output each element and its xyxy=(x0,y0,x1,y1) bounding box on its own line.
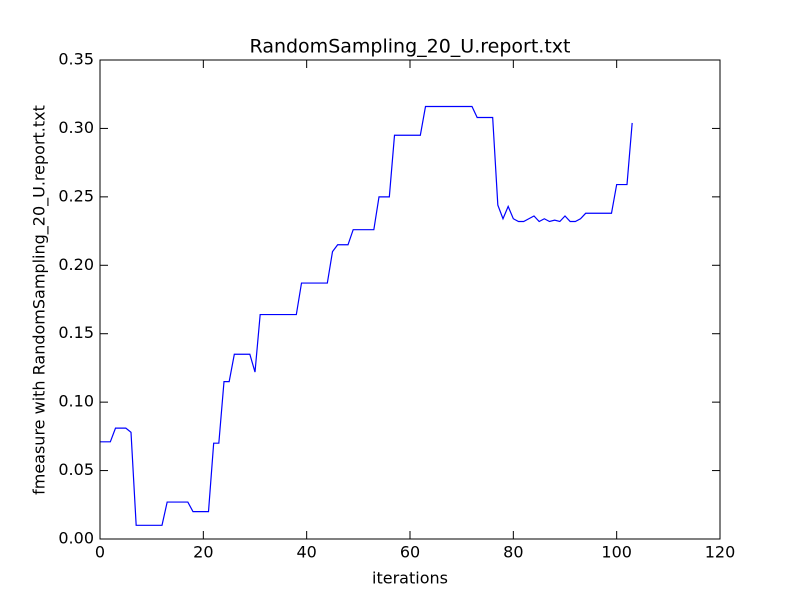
x-tick-label: 20 xyxy=(193,543,213,562)
y-tick-label: 0.00 xyxy=(58,529,94,548)
data-line xyxy=(100,105,633,526)
y-axis-label: fmeasure with RandomSampling_20_U.report… xyxy=(30,105,50,495)
y-tick-label: 0.15 xyxy=(58,323,94,342)
y-tick-label: 0.10 xyxy=(58,392,94,411)
y-tick-label: 0.20 xyxy=(58,255,94,274)
y-tick-label: 0.05 xyxy=(58,460,94,479)
plot-frame xyxy=(99,59,721,540)
x-tick-label: 100 xyxy=(601,543,632,562)
x-tick-label: 0 xyxy=(95,543,105,562)
y-tick-label: 0.35 xyxy=(58,50,94,69)
x-tick-label: 80 xyxy=(503,543,523,562)
y-tick-label: 0.30 xyxy=(58,118,94,137)
x-tick-label: 120 xyxy=(705,543,736,562)
chart-title: RandomSampling_20_U.report.txt xyxy=(250,36,571,58)
x-tick-label: 40 xyxy=(296,543,316,562)
x-axis-label: iterations xyxy=(372,569,448,588)
x-tick-label: 60 xyxy=(400,543,420,562)
y-tick-label: 0.25 xyxy=(58,186,94,205)
